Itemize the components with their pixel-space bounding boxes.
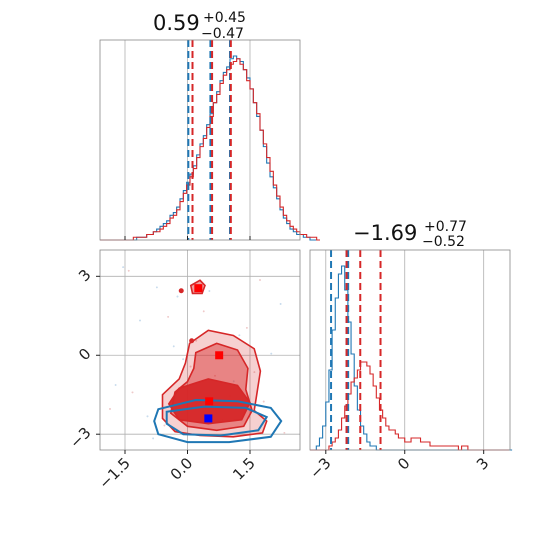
- ticklabel-y-param2: 3: [75, 266, 94, 285]
- title-param2-value: −1.69: [353, 221, 417, 245]
- scatter-dot: [176, 295, 179, 298]
- frame-m1: [99, 39, 301, 241]
- scatter-dot: [172, 345, 175, 348]
- title-param2: −1.69 +0.77 −0.52: [353, 219, 467, 250]
- title-param1-value: 0.59: [153, 11, 200, 35]
- frame-joint: [99, 249, 301, 451]
- scatter-dot: [152, 437, 155, 440]
- scatter-dot: [195, 339, 198, 342]
- frame-m2: [309, 249, 511, 451]
- ticklabel-y-param2: −3: [66, 424, 94, 452]
- scatter-dot: [109, 408, 111, 410]
- hist-param1-series-b: [100, 55, 320, 241]
- scatter-dot: [155, 286, 158, 289]
- scatter-dot: [182, 358, 185, 361]
- ticklabel-x-param1: 1.5: [229, 454, 259, 484]
- scatter-dot: [131, 391, 134, 394]
- truth-marker-2: [205, 397, 214, 406]
- marginal-histogram-param1: [99, 39, 320, 241]
- ticklabel-x-param2: 3: [473, 454, 492, 473]
- title-param1-minus: −0.47: [201, 26, 244, 42]
- marginal-histogram-param2: −3 0 3: [306, 249, 513, 482]
- hist-param1-series-a: [100, 58, 320, 241]
- scatter-dot: [283, 431, 286, 434]
- ticklabel-x-param1: 0.0: [167, 454, 197, 484]
- scatter-dot: [214, 374, 216, 377]
- truth-marker-1: [215, 351, 224, 360]
- scatter-dot: [208, 290, 211, 292]
- scatter-dot: [262, 400, 265, 403]
- truth-marker-0: [194, 284, 203, 293]
- ticklabel-x-param1: −1.5: [95, 454, 133, 492]
- title-param1: 0.59 +0.45 −0.47: [153, 10, 246, 42]
- scatter-dot: [202, 310, 205, 313]
- scatter-dot: [122, 266, 125, 269]
- scatter-dot: [232, 380, 235, 383]
- hist-param2-series-b: [310, 265, 513, 451]
- scatter-dot: [245, 326, 248, 329]
- ticklabel-x-param2: 0: [394, 454, 413, 473]
- contour-series-b-level-1: [153, 398, 283, 444]
- scatter-dot: [259, 279, 261, 281]
- contour-series-a-dot-0: [178, 288, 184, 294]
- ticklabel-x-param2: −3: [306, 454, 334, 482]
- title-param1-plus: +0.45: [203, 10, 246, 26]
- truth-marker-3: [204, 414, 213, 423]
- hist-param2-series-a: [310, 361, 509, 451]
- scatter-dot: [146, 415, 149, 418]
- title-param2-plus: +0.77: [424, 219, 467, 235]
- scatter-dot: [114, 384, 117, 386]
- scatter-dot: [127, 269, 130, 272]
- joint-density-panel: −1.5 0.0 1.5 −3 0 3: [66, 249, 301, 493]
- scatter-dot: [270, 352, 273, 355]
- scatter-dot: [167, 315, 170, 318]
- scatter-dot: [189, 365, 192, 368]
- scatter-dot: [279, 303, 282, 305]
- scatter-dot: [163, 424, 166, 427]
- ticklabel-y-param2: 0: [75, 345, 94, 364]
- contour-series-b-level-2: [165, 405, 269, 437]
- scatter-dot: [253, 371, 256, 374]
- title-param2-minus: −0.52: [422, 234, 465, 250]
- contour-series-a-dot-1: [189, 338, 195, 344]
- scatter-dot: [238, 334, 241, 337]
- scatter-dot: [139, 319, 141, 322]
